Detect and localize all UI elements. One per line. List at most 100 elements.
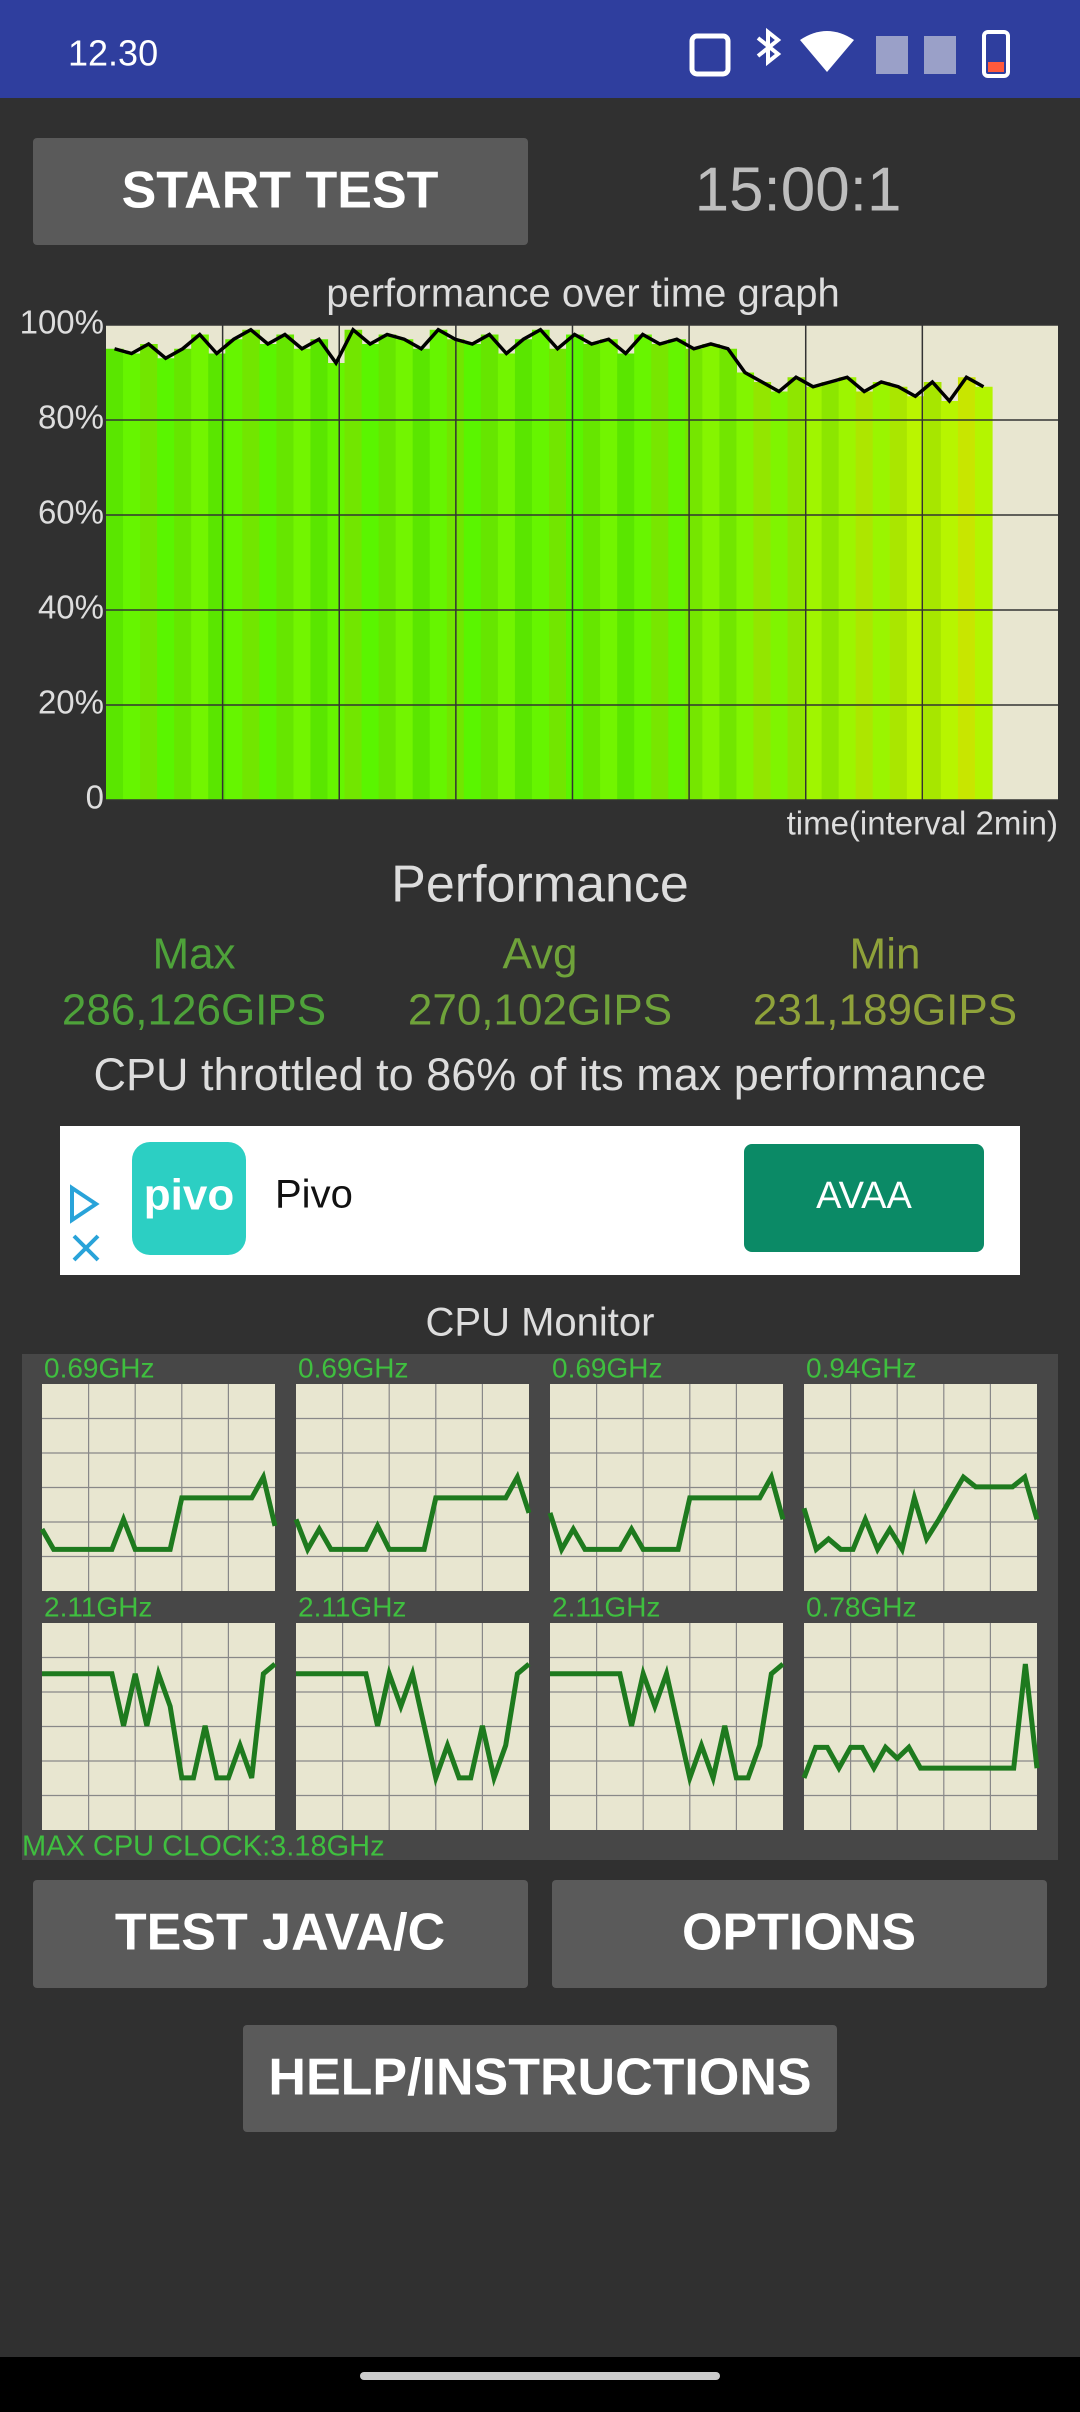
performance-bar <box>787 377 806 800</box>
performance-bar <box>974 386 993 800</box>
cpu-monitor-title: CPU Monitor <box>426 1301 655 1345</box>
performance-stats: Max 286,126GIPS Avg 270,102GIPS Min 231,189GI… <box>62 930 1017 1035</box>
performance-bar <box>361 344 380 800</box>
test-java-button[interactable] <box>33 1880 528 1988</box>
performance-bar <box>531 329 550 800</box>
performance-bar <box>583 344 601 800</box>
performance-bar <box>736 372 755 800</box>
performance-bar <box>514 339 533 800</box>
ad-icon[interactable] <box>132 1142 246 1255</box>
performance-bar <box>855 391 874 800</box>
performance-bar <box>157 358 175 800</box>
ad-icon-text[interactable]: pivo <box>144 1171 234 1220</box>
performance-bar <box>923 382 942 800</box>
performance-bar <box>174 348 192 800</box>
test-java-label[interactable]: TEST JAVA/C <box>115 1904 445 1962</box>
x-axis-label: time(interval 2min) <box>787 805 1058 842</box>
cpu-cores: 0.69GHz 0.69GHz 0.69GHz 0.94GHz 2.11GHz 2.11G… <box>39 1352 1040 1830</box>
core-line <box>293 1470 532 1556</box>
performance-bar <box>310 339 329 800</box>
core-frequency: 0.78GHz <box>806 1591 917 1622</box>
performance-bar <box>412 348 431 800</box>
stat-label: Avg <box>502 930 577 979</box>
performance-bar <box>770 391 789 800</box>
performance-bar <box>225 339 243 800</box>
performance-bar <box>753 382 772 800</box>
performance-bar <box>259 344 277 800</box>
core-line <box>801 1663 1040 1779</box>
options-label[interactable]: OPTIONS <box>682 1904 916 1962</box>
performance-bar <box>940 401 959 800</box>
performance-bar <box>123 353 141 800</box>
y-tick-label: 100% <box>20 304 104 341</box>
performance-bar <box>702 344 720 800</box>
performance-bar <box>566 334 584 800</box>
home-indicator[interactable] <box>360 2372 720 2380</box>
performance-bar <box>685 348 703 800</box>
ad-name[interactable]: Pivo <box>275 1173 353 1217</box>
status-icons <box>689 27 1010 78</box>
ad-button[interactable] <box>744 1144 984 1252</box>
throttle-summary: CPU throttled to 86% of its max performa… <box>94 1049 987 1100</box>
performance-bar <box>821 382 840 800</box>
core-frequency: 0.94GHz <box>806 1352 917 1383</box>
performance-bar <box>327 363 346 800</box>
performance-bar <box>889 386 908 800</box>
core-line <box>550 1662 785 1787</box>
y-tick-label: 40% <box>38 589 104 626</box>
performance-bar <box>634 334 652 800</box>
ad-button-label[interactable]: AVAA <box>816 1175 912 1217</box>
y-tick-label: 20% <box>38 684 104 721</box>
max-cpu-clock: MAX CPU CLOCK:3.18GHz <box>22 1831 385 1863</box>
stat-value: 286,126GIPS <box>62 986 326 1035</box>
start-test-button[interactable] <box>33 138 528 245</box>
performance-bar <box>872 382 891 800</box>
stat-label: Max <box>152 930 235 979</box>
performance-bar <box>719 348 738 800</box>
performance-bar <box>395 339 414 800</box>
performance-bar <box>600 339 618 800</box>
performance-line <box>114 327 985 404</box>
performance-bar <box>140 344 158 800</box>
y-tick-label: 80% <box>38 399 104 436</box>
performance-bar <box>208 353 226 800</box>
performance-bar <box>106 348 124 800</box>
ad-close-icon[interactable] <box>72 1234 100 1262</box>
performance-bar <box>549 348 567 800</box>
options-button[interactable] <box>552 1880 1047 1988</box>
help-label[interactable]: HELP/INSTRUCTIONS <box>268 2049 811 2107</box>
performance-bar <box>651 344 669 800</box>
graph-title: performance over time graph <box>326 272 840 316</box>
stat-value: 270,102GIPS <box>408 986 672 1035</box>
performance-bar <box>617 353 635 800</box>
performance-title: Performance <box>391 856 689 914</box>
performance-bar <box>668 339 686 800</box>
core-frequency: 0.69GHz <box>44 1352 155 1383</box>
performance-bar <box>378 334 397 800</box>
performance-bar <box>429 329 448 800</box>
status-time: 12.30 <box>68 33 158 74</box>
core-line <box>42 1662 277 1781</box>
ad-choices-icon[interactable] <box>70 1184 100 1224</box>
timer: 15:00:1 <box>695 155 902 224</box>
performance-bar <box>497 353 516 800</box>
core-frequency: 0.69GHz <box>298 1352 409 1383</box>
core-frequency: 2.11GHz <box>44 1591 152 1622</box>
performance-graph: 0 20% 40% 60% 80% 100% <box>20 304 1058 816</box>
y-tick-label: 0 <box>86 779 104 816</box>
core-line <box>547 1470 786 1556</box>
performance-bar <box>293 348 312 800</box>
status-bar <box>0 0 1080 98</box>
help-button[interactable] <box>243 2025 837 2132</box>
performance-bar <box>191 334 209 800</box>
performance-bar <box>906 396 925 800</box>
performance-bar <box>276 334 295 800</box>
stat-value: 231,189GIPS <box>753 986 1017 1035</box>
y-tick-label: 60% <box>38 494 104 531</box>
performance-bar <box>463 344 482 800</box>
start-test-label[interactable]: START TEST <box>122 162 439 220</box>
performance-bar <box>957 377 976 800</box>
performance-bar <box>242 329 260 800</box>
